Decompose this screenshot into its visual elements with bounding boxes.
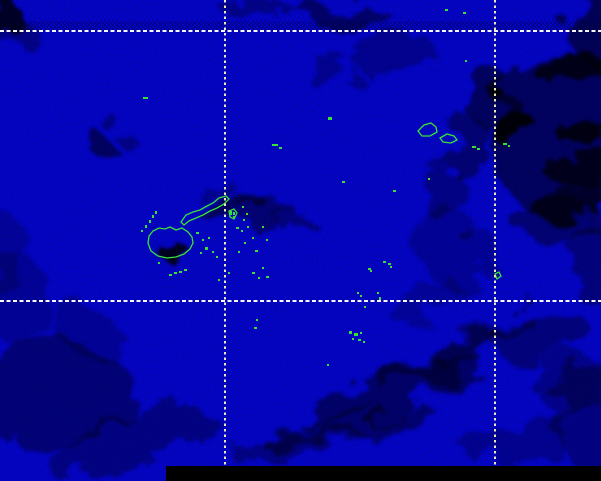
fiji-viti-levu-coastline — [147, 226, 194, 259]
samoa-upolu-coastline — [439, 133, 458, 144]
samoa-savaii-coastline — [417, 122, 438, 137]
graticule-layer — [0, 0, 601, 466]
caption-bar: Himawari-9 DMS 26, DEC, 2025 09:10UTC — [166, 466, 601, 481]
island-dots — [141, 9, 510, 366]
small-island-coastline — [494, 271, 502, 281]
coastline-layer — [141, 9, 510, 366]
dither-band — [0, 21, 601, 30]
fiji-vanua-levu-coastline — [180, 195, 230, 226]
fiji-taveuni-coastline — [228, 208, 238, 220]
